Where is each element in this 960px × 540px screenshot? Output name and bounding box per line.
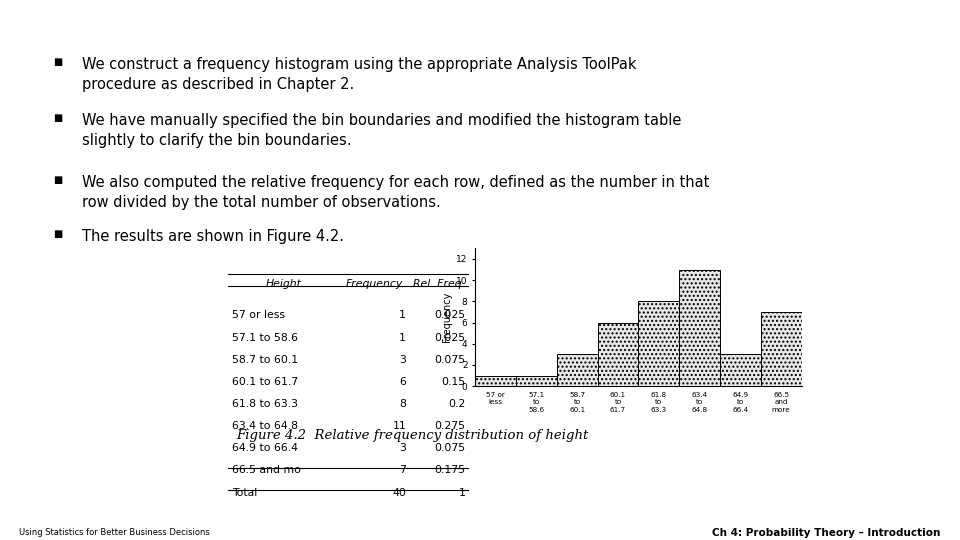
Bar <box>679 269 720 386</box>
Text: We have manually specified the bin boundaries and modified the histogram table
s: We have manually specified the bin bound… <box>82 113 681 148</box>
Text: 63.4 to 64.8: 63.4 to 64.8 <box>232 421 299 431</box>
Text: 6: 6 <box>399 377 406 387</box>
Text: 61.8
to
63.3: 61.8 to 63.3 <box>651 392 667 413</box>
Text: Total: Total <box>232 488 257 498</box>
Text: 0.075: 0.075 <box>435 443 466 454</box>
Text: 60.1
to
61.7: 60.1 to 61.7 <box>610 392 626 413</box>
Text: We also computed the relative frequency for each row, defined as the number in t: We also computed the relative frequency … <box>82 176 709 210</box>
Bar <box>597 322 638 386</box>
Text: 40: 40 <box>393 488 406 498</box>
Text: Height: Height <box>266 279 301 289</box>
Text: 7: 7 <box>399 465 406 476</box>
Text: 66.5
and
more: 66.5 and more <box>772 392 791 413</box>
Text: 0.025: 0.025 <box>435 333 466 343</box>
Text: Frequency: Frequency <box>346 279 402 289</box>
Text: 66.5 and mo: 66.5 and mo <box>232 465 301 476</box>
Text: 0.075: 0.075 <box>435 355 466 365</box>
Text: 8: 8 <box>399 399 406 409</box>
Text: 58.7 to 60.1: 58.7 to 60.1 <box>232 355 299 365</box>
Text: 3: 3 <box>399 355 406 365</box>
Text: 11: 11 <box>393 421 406 431</box>
Bar <box>557 354 597 386</box>
Text: Ch 4: Probability Theory – Introduction: Ch 4: Probability Theory – Introduction <box>712 528 941 538</box>
Text: Using Statistics for Better Business Decisions
Copyright © Justin Bateh and Bert: Using Statistics for Better Business Dec… <box>19 528 339 540</box>
Text: 0.175: 0.175 <box>435 465 466 476</box>
Text: ■: ■ <box>53 230 62 240</box>
Text: 3: 3 <box>399 443 406 454</box>
Text: 0.15: 0.15 <box>442 377 466 387</box>
Text: 0.025: 0.025 <box>435 310 466 321</box>
Text: 57.1
to
58.6: 57.1 to 58.6 <box>528 392 544 413</box>
Text: Figure 4.2  Relative frequency distribution of height: Figure 4.2 Relative frequency distributi… <box>236 429 589 442</box>
Text: We construct a frequency histogram using the appropriate Analysis ToolPak
proced: We construct a frequency histogram using… <box>82 57 636 91</box>
Text: 60.1 to 61.7: 60.1 to 61.7 <box>232 377 299 387</box>
Y-axis label: Frequency: Frequency <box>442 292 452 342</box>
Bar <box>720 354 760 386</box>
Text: 0.2: 0.2 <box>448 399 466 409</box>
Text: ■: ■ <box>53 57 62 67</box>
Text: 64.9 to 66.4: 64.9 to 66.4 <box>232 443 299 454</box>
Bar <box>760 312 802 386</box>
Text: 63.4
to
64.8: 63.4 to 64.8 <box>691 392 708 413</box>
Text: 64.9
to
66.4: 64.9 to 66.4 <box>732 392 749 413</box>
Text: 57 or
less: 57 or less <box>486 392 505 405</box>
Text: ■: ■ <box>53 113 62 124</box>
Text: 1: 1 <box>399 310 406 321</box>
Text: 1: 1 <box>459 488 466 498</box>
Text: Rel. Freq.: Rel. Freq. <box>413 279 465 289</box>
Text: 1: 1 <box>399 333 406 343</box>
Bar <box>638 301 679 386</box>
Bar <box>516 375 557 386</box>
Text: 57 or less: 57 or less <box>232 310 285 321</box>
Text: ■: ■ <box>53 176 62 186</box>
Text: 58.7
to
60.1: 58.7 to 60.1 <box>569 392 586 413</box>
Text: 0.275: 0.275 <box>435 421 466 431</box>
Bar <box>475 375 516 386</box>
Text: 61.8 to 63.3: 61.8 to 63.3 <box>232 399 299 409</box>
Text: 57.1 to 58.6: 57.1 to 58.6 <box>232 333 299 343</box>
Text: The results are shown in Figure 4.2.: The results are shown in Figure 4.2. <box>82 230 344 245</box>
